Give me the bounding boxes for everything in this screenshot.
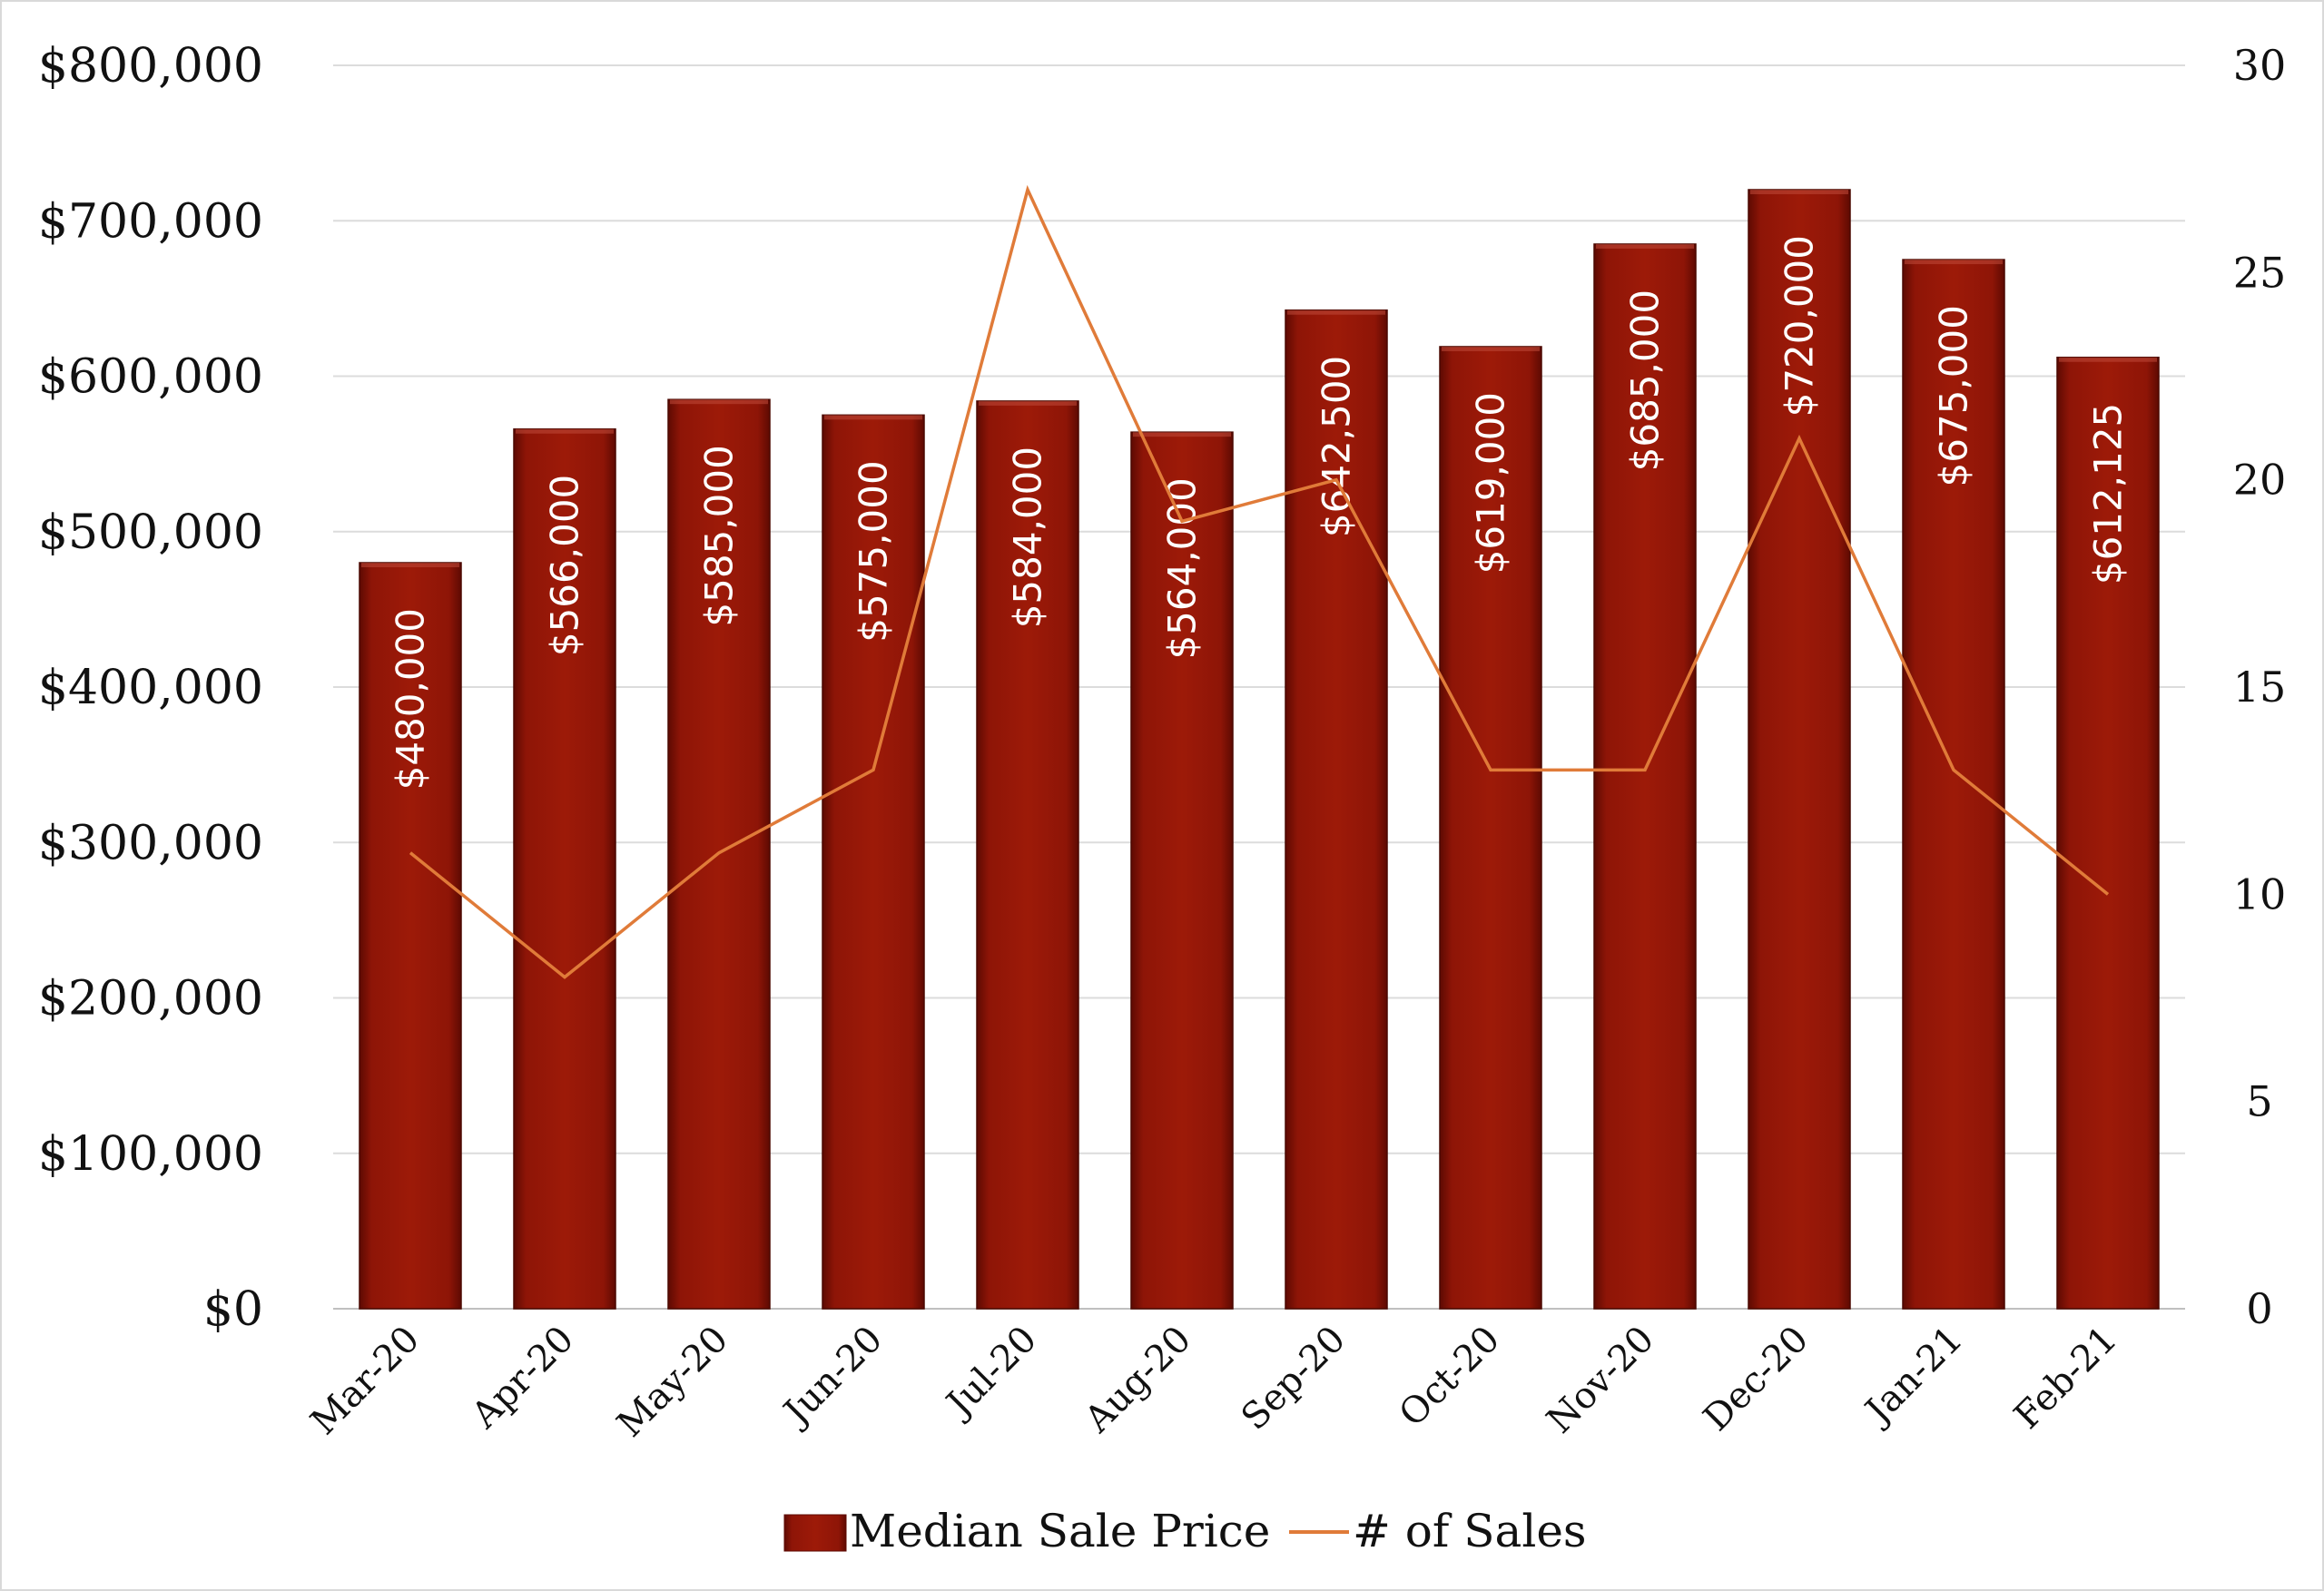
x-tick-label: Mar-20 <box>303 1319 428 1443</box>
bar <box>2056 356 2160 1310</box>
y-right-tick-label: 30 <box>2233 41 2287 90</box>
x-tick-label: Apr-20 <box>463 1319 582 1438</box>
y-axis-left: $0 $100,000 $200,000 $300,000 $400,000 $500,0… <box>38 39 263 1337</box>
bar-data-label: $685,000 <box>1623 290 1668 471</box>
x-tick-label: Feb-21 <box>2006 1319 2125 1438</box>
bar-top-highlight <box>1905 260 2003 265</box>
y-left-tick-label: $400,000 <box>38 661 263 715</box>
bar-top-highlight <box>1287 309 1385 315</box>
bar <box>1748 189 1851 1310</box>
bar <box>1439 346 1542 1310</box>
bar-data-label: $480,000 <box>389 608 433 790</box>
x-axis: Mar-20 Apr-20 May-20 Jun-20 Jul-20 Aug-20 Sep-… <box>303 1319 2125 1446</box>
data-labels: $480,000 $566,000 $585,000 $575,000 $584,000… <box>389 235 2131 790</box>
y-right-tick-label: 10 <box>2233 869 2287 918</box>
y-left-tick-label: $200,000 <box>38 972 263 1026</box>
x-tick-label: Aug-20 <box>1077 1319 1200 1442</box>
x-tick-label: Dec-20 <box>1696 1319 1817 1439</box>
y-left-tick-label: $100,000 <box>38 1127 263 1182</box>
bar-top-highlight <box>516 428 614 434</box>
y-left-tick-label: $800,000 <box>38 39 263 93</box>
sales-line <box>409 184 2110 979</box>
bar <box>1130 431 1234 1310</box>
bar-top-highlight <box>1596 243 1694 249</box>
bar-data-label: $612,125 <box>2086 403 2131 584</box>
bar-data-label: $585,000 <box>697 445 742 626</box>
x-tick-label: Jun-20 <box>773 1319 891 1436</box>
y-right-tick-label: 15 <box>2233 663 2287 712</box>
line-series <box>409 184 2110 979</box>
bar-top-highlight <box>979 400 1077 406</box>
bar <box>822 414 925 1310</box>
bar <box>1593 243 1697 1310</box>
legend: Median Sale Price # of Sales <box>783 1505 1587 1557</box>
bar-data-label: $619,000 <box>1469 392 1513 574</box>
gridlines <box>333 64 2185 1310</box>
y-axis-right: 0 5 10 15 20 25 30 <box>2233 41 2287 1333</box>
bar-top-highlight <box>1133 432 1231 437</box>
y-right-tick-label: 0 <box>2246 1284 2272 1333</box>
bar-data-label: $575,000 <box>852 460 896 642</box>
bar-top-highlight <box>1750 190 1848 194</box>
legend-label-median-sale-price: Median Sale Price <box>850 1505 1270 1557</box>
bar <box>1902 259 2005 1310</box>
x-tick-label: Sep-20 <box>1234 1319 1354 1439</box>
bar-data-label: $566,000 <box>543 475 587 656</box>
bar-top-highlight <box>670 399 768 405</box>
bar-top-highlight <box>361 563 459 567</box>
bar-top-highlight <box>1442 346 1540 351</box>
y-left-tick-label: $0 <box>203 1282 263 1337</box>
x-tick-label: May-20 <box>609 1319 736 1446</box>
x-tick-label: Nov-20 <box>1539 1319 1662 1442</box>
y-left-tick-label: $600,000 <box>38 350 263 405</box>
bar-series <box>359 189 2160 1310</box>
bar-data-label: $675,000 <box>1932 305 1976 486</box>
bar <box>513 427 616 1310</box>
y-right-tick-label: 20 <box>2233 456 2287 505</box>
bar-top-highlight <box>2059 357 2157 362</box>
bar-data-label: $564,000 <box>1160 477 1205 659</box>
legend-swatch-bar <box>783 1514 847 1552</box>
y-left-tick-label: $500,000 <box>38 506 263 560</box>
x-tick-label: Oct-20 <box>1392 1319 1508 1435</box>
y-left-tick-label: $700,000 <box>38 194 263 249</box>
x-tick-label: Jan-21 <box>1856 1319 1971 1434</box>
x-tick-label: Jul-20 <box>937 1319 1046 1428</box>
bar <box>359 562 462 1310</box>
bar <box>976 400 1079 1310</box>
y-right-tick-label: 5 <box>2246 1077 2272 1126</box>
y-right-tick-label: 25 <box>2233 248 2287 297</box>
legend-label-number-of-sales: # of Sales <box>1353 1505 1587 1557</box>
bar-top-highlight <box>824 415 922 420</box>
bar-data-label: $720,000 <box>1777 235 1822 417</box>
y-left-tick-label: $300,000 <box>38 816 263 870</box>
bar-data-label: $584,000 <box>1006 447 1050 628</box>
